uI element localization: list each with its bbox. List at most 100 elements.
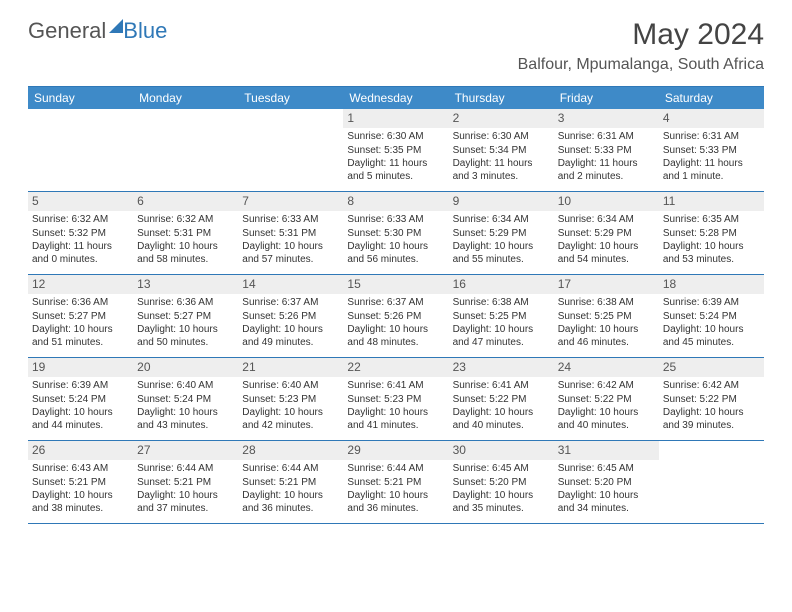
- sunrise-text: Sunrise: 6:40 AM: [137, 380, 234, 393]
- week-row: 26Sunrise: 6:43 AMSunset: 5:21 PMDayligh…: [28, 441, 764, 524]
- day-cell: 30Sunrise: 6:45 AMSunset: 5:20 PMDayligh…: [449, 441, 554, 523]
- day-cell: 21Sunrise: 6:40 AMSunset: 5:23 PMDayligh…: [238, 358, 343, 440]
- day-number: 11: [659, 192, 764, 211]
- sunrise-text: Sunrise: 6:34 AM: [558, 214, 655, 227]
- sunrise-text: Sunrise: 6:43 AM: [32, 463, 129, 476]
- sunrise-text: Sunrise: 6:42 AM: [558, 380, 655, 393]
- logo-triangle-icon: [109, 19, 123, 33]
- sunset-text: Sunset: 5:34 PM: [453, 145, 550, 158]
- daylight-text: Daylight: 10 hours and 36 minutes.: [347, 490, 444, 515]
- day-number: 23: [449, 358, 554, 377]
- day-number: 26: [28, 441, 133, 460]
- weekday-header-row: SundayMondayTuesdayWednesdayThursdayFrid…: [28, 87, 764, 109]
- day-cell: 16Sunrise: 6:38 AMSunset: 5:25 PMDayligh…: [449, 275, 554, 357]
- day-cell: 29Sunrise: 6:44 AMSunset: 5:21 PMDayligh…: [343, 441, 448, 523]
- sunset-text: Sunset: 5:28 PM: [663, 228, 760, 241]
- daylight-text: Daylight: 11 hours and 2 minutes.: [558, 158, 655, 183]
- week-row: 19Sunrise: 6:39 AMSunset: 5:24 PMDayligh…: [28, 358, 764, 441]
- daylight-text: Daylight: 10 hours and 50 minutes.: [137, 324, 234, 349]
- daylight-text: Daylight: 10 hours and 45 minutes.: [663, 324, 760, 349]
- day-number: 1: [343, 109, 448, 128]
- day-number: 31: [554, 441, 659, 460]
- logo: General Blue: [28, 18, 167, 44]
- day-number: 2: [449, 109, 554, 128]
- day-number: 22: [343, 358, 448, 377]
- day-cell: 17Sunrise: 6:38 AMSunset: 5:25 PMDayligh…: [554, 275, 659, 357]
- day-cell: 18Sunrise: 6:39 AMSunset: 5:24 PMDayligh…: [659, 275, 764, 357]
- logo-text-blue: Blue: [123, 18, 167, 44]
- day-cell: 20Sunrise: 6:40 AMSunset: 5:24 PMDayligh…: [133, 358, 238, 440]
- day-number: 7: [238, 192, 343, 211]
- sunrise-text: Sunrise: 6:30 AM: [347, 131, 444, 144]
- daylight-text: Daylight: 11 hours and 0 minutes.: [32, 241, 129, 266]
- sunrise-text: Sunrise: 6:44 AM: [242, 463, 339, 476]
- day-number: 20: [133, 358, 238, 377]
- day-cell: 9Sunrise: 6:34 AMSunset: 5:29 PMDaylight…: [449, 192, 554, 274]
- sunset-text: Sunset: 5:32 PM: [32, 228, 129, 241]
- daylight-text: Daylight: 10 hours and 58 minutes.: [137, 241, 234, 266]
- daylight-text: Daylight: 11 hours and 1 minute.: [663, 158, 760, 183]
- sunrise-text: Sunrise: 6:45 AM: [453, 463, 550, 476]
- sunset-text: Sunset: 5:24 PM: [32, 394, 129, 407]
- sunrise-text: Sunrise: 6:33 AM: [347, 214, 444, 227]
- weekday-header: Thursday: [449, 87, 554, 109]
- day-cell: [133, 109, 238, 191]
- day-number: 14: [238, 275, 343, 294]
- day-number: 10: [554, 192, 659, 211]
- day-cell: 5 Sunrise: 6:32 AMSunset: 5:32 PMDaylight…: [28, 192, 133, 274]
- location: Balfour, Mpumalanga, South Africa: [518, 56, 764, 74]
- daylight-text: Daylight: 10 hours and 46 minutes.: [558, 324, 655, 349]
- sunset-text: Sunset: 5:29 PM: [453, 228, 550, 241]
- sunset-text: Sunset: 5:27 PM: [137, 311, 234, 324]
- day-cell: 7Sunrise: 6:33 AMSunset: 5:31 PMDaylight…: [238, 192, 343, 274]
- day-cell: 2Sunrise: 6:30 AMSunset: 5:34 PMDaylight…: [449, 109, 554, 191]
- week-row: 12Sunrise: 6:36 AMSunset: 5:27 PMDayligh…: [28, 275, 764, 358]
- day-cell: 4Sunrise: 6:31 AMSunset: 5:33 PMDaylight…: [659, 109, 764, 191]
- daylight-text: Daylight: 10 hours and 48 minutes.: [347, 324, 444, 349]
- weekday-header: Friday: [554, 87, 659, 109]
- sunrise-text: Sunrise: 6:44 AM: [137, 463, 234, 476]
- day-cell: [659, 441, 764, 523]
- sunset-text: Sunset: 5:26 PM: [347, 311, 444, 324]
- sunset-text: Sunset: 5:26 PM: [242, 311, 339, 324]
- day-number: 15: [343, 275, 448, 294]
- day-cell: 26Sunrise: 6:43 AMSunset: 5:21 PMDayligh…: [28, 441, 133, 523]
- day-number: 27: [133, 441, 238, 460]
- day-number: 5: [28, 192, 133, 211]
- sunrise-text: Sunrise: 6:35 AM: [663, 214, 760, 227]
- day-number: 18: [659, 275, 764, 294]
- sunset-text: Sunset: 5:23 PM: [347, 394, 444, 407]
- daylight-text: Daylight: 10 hours and 49 minutes.: [242, 324, 339, 349]
- sunrise-text: Sunrise: 6:38 AM: [453, 297, 550, 310]
- calendar: SundayMondayTuesdayWednesdayThursdayFrid…: [28, 86, 764, 524]
- daylight-text: Daylight: 10 hours and 56 minutes.: [347, 241, 444, 266]
- sunset-text: Sunset: 5:20 PM: [558, 477, 655, 490]
- daylight-text: Daylight: 10 hours and 47 minutes.: [453, 324, 550, 349]
- sunrise-text: Sunrise: 6:32 AM: [32, 214, 129, 227]
- sunset-text: Sunset: 5:24 PM: [663, 311, 760, 324]
- sunset-text: Sunset: 5:22 PM: [453, 394, 550, 407]
- day-number: 25: [659, 358, 764, 377]
- day-number: 3: [554, 109, 659, 128]
- sunset-text: Sunset: 5:21 PM: [347, 477, 444, 490]
- day-cell: 24Sunrise: 6:42 AMSunset: 5:22 PMDayligh…: [554, 358, 659, 440]
- daylight-text: Daylight: 10 hours and 39 minutes.: [663, 407, 760, 432]
- sunrise-text: Sunrise: 6:37 AM: [242, 297, 339, 310]
- day-cell: 11 Sunrise: 6:35 AMSunset: 5:28 PMDayligh…: [659, 192, 764, 274]
- daylight-text: Daylight: 10 hours and 57 minutes.: [242, 241, 339, 266]
- daylight-text: Daylight: 11 hours and 3 minutes.: [453, 158, 550, 183]
- daylight-text: Daylight: 10 hours and 51 minutes.: [32, 324, 129, 349]
- sunset-text: Sunset: 5:22 PM: [663, 394, 760, 407]
- daylight-text: Daylight: 10 hours and 53 minutes.: [663, 241, 760, 266]
- sunrise-text: Sunrise: 6:31 AM: [558, 131, 655, 144]
- daylight-text: Daylight: 10 hours and 38 minutes.: [32, 490, 129, 515]
- daylight-text: Daylight: 10 hours and 41 minutes.: [347, 407, 444, 432]
- sunrise-text: Sunrise: 6:41 AM: [347, 380, 444, 393]
- day-number: 6: [133, 192, 238, 211]
- day-number: 8: [343, 192, 448, 211]
- sunrise-text: Sunrise: 6:44 AM: [347, 463, 444, 476]
- sunrise-text: Sunrise: 6:45 AM: [558, 463, 655, 476]
- daylight-text: Daylight: 10 hours and 37 minutes.: [137, 490, 234, 515]
- weekday-header: Monday: [133, 87, 238, 109]
- day-cell: 28Sunrise: 6:44 AMSunset: 5:21 PMDayligh…: [238, 441, 343, 523]
